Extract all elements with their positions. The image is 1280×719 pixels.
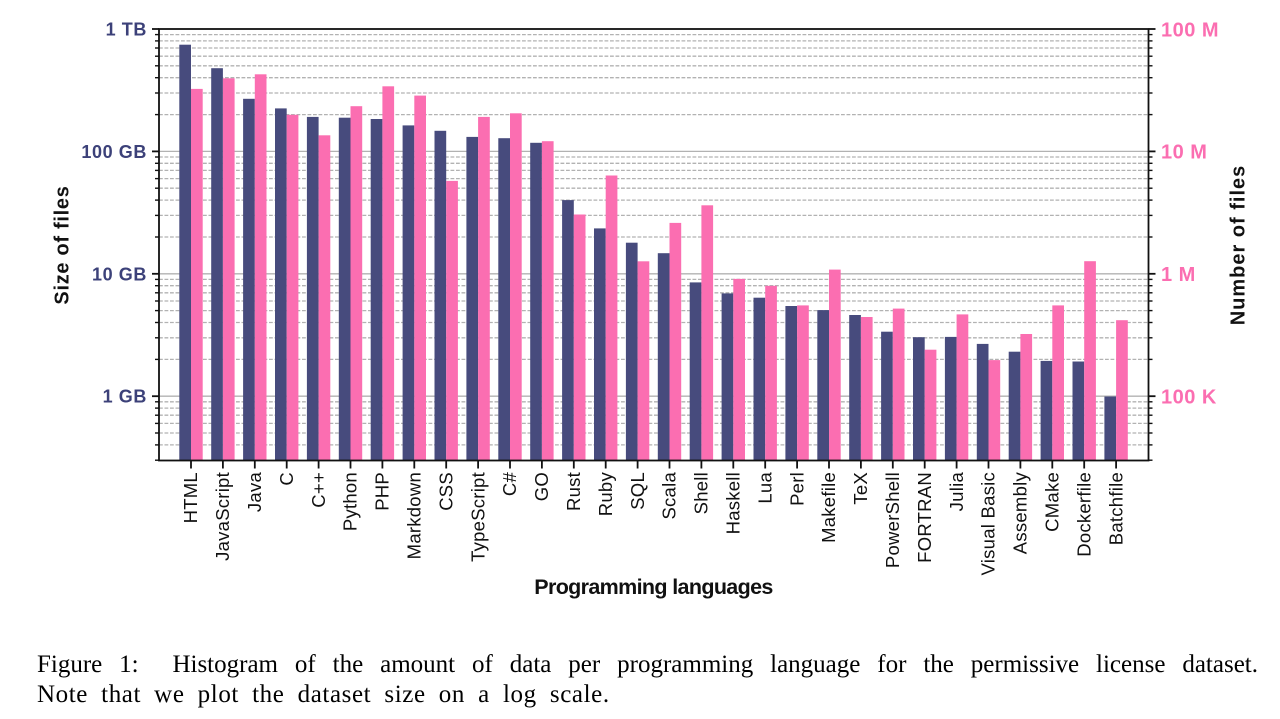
svg-text:HTML: HTML	[180, 472, 201, 523]
svg-text:Lua: Lua	[754, 472, 775, 504]
svg-text:Number of files: Number of files	[1228, 165, 1250, 326]
svg-text:1 GB: 1 GB	[103, 387, 147, 407]
svg-text:SQL: SQL	[627, 472, 648, 510]
svg-text:CSS: CSS	[435, 472, 456, 511]
svg-text:Java: Java	[244, 472, 265, 513]
svg-text:CMake: CMake	[1042, 472, 1063, 532]
svg-text:1 TB: 1 TB	[106, 20, 147, 40]
svg-text:PowerShell: PowerShell	[882, 472, 903, 568]
svg-text:100 K: 100 K	[1161, 387, 1217, 409]
svg-text:1 M: 1 M	[1161, 264, 1196, 286]
svg-text:Shell: Shell	[691, 472, 712, 514]
svg-text:C#: C#	[499, 472, 520, 497]
svg-text:10 M: 10 M	[1161, 142, 1207, 164]
svg-text:GO: GO	[531, 472, 552, 501]
svg-text:PHP: PHP	[372, 472, 393, 511]
svg-text:Ruby: Ruby	[595, 472, 616, 517]
svg-text:Julia: Julia	[946, 472, 967, 512]
svg-text:Haskell: Haskell	[723, 472, 744, 534]
svg-text:Scala: Scala	[659, 472, 680, 520]
svg-text:Size of files: Size of files	[52, 185, 74, 304]
svg-text:C: C	[276, 472, 297, 486]
svg-text:Assembly: Assembly	[1010, 472, 1031, 555]
svg-text:Dockerfile: Dockerfile	[1073, 472, 1094, 557]
svg-text:TeX: TeX	[850, 472, 871, 505]
svg-text:C++: C++	[308, 472, 329, 508]
svg-text:JavaScript: JavaScript	[212, 472, 233, 561]
svg-text:100 M: 100 M	[1161, 19, 1219, 41]
svg-text:Visual Basic: Visual Basic	[978, 472, 999, 575]
svg-text:10 GB: 10 GB	[92, 264, 147, 284]
svg-text:Perl: Perl	[786, 472, 807, 506]
svg-text:FORTRAN: FORTRAN	[914, 472, 935, 563]
svg-text:100 GB: 100 GB	[81, 142, 147, 162]
svg-text:Programming languages: Programming languages	[534, 575, 773, 599]
svg-text:Markdown: Markdown	[404, 472, 425, 559]
svg-text:TypeScript: TypeScript	[467, 472, 488, 562]
svg-text:Rust: Rust	[563, 472, 584, 511]
svg-text:Batchfile: Batchfile	[1105, 472, 1126, 545]
svg-text:Makefile: Makefile	[818, 472, 839, 543]
svg-text:Python: Python	[340, 472, 361, 531]
